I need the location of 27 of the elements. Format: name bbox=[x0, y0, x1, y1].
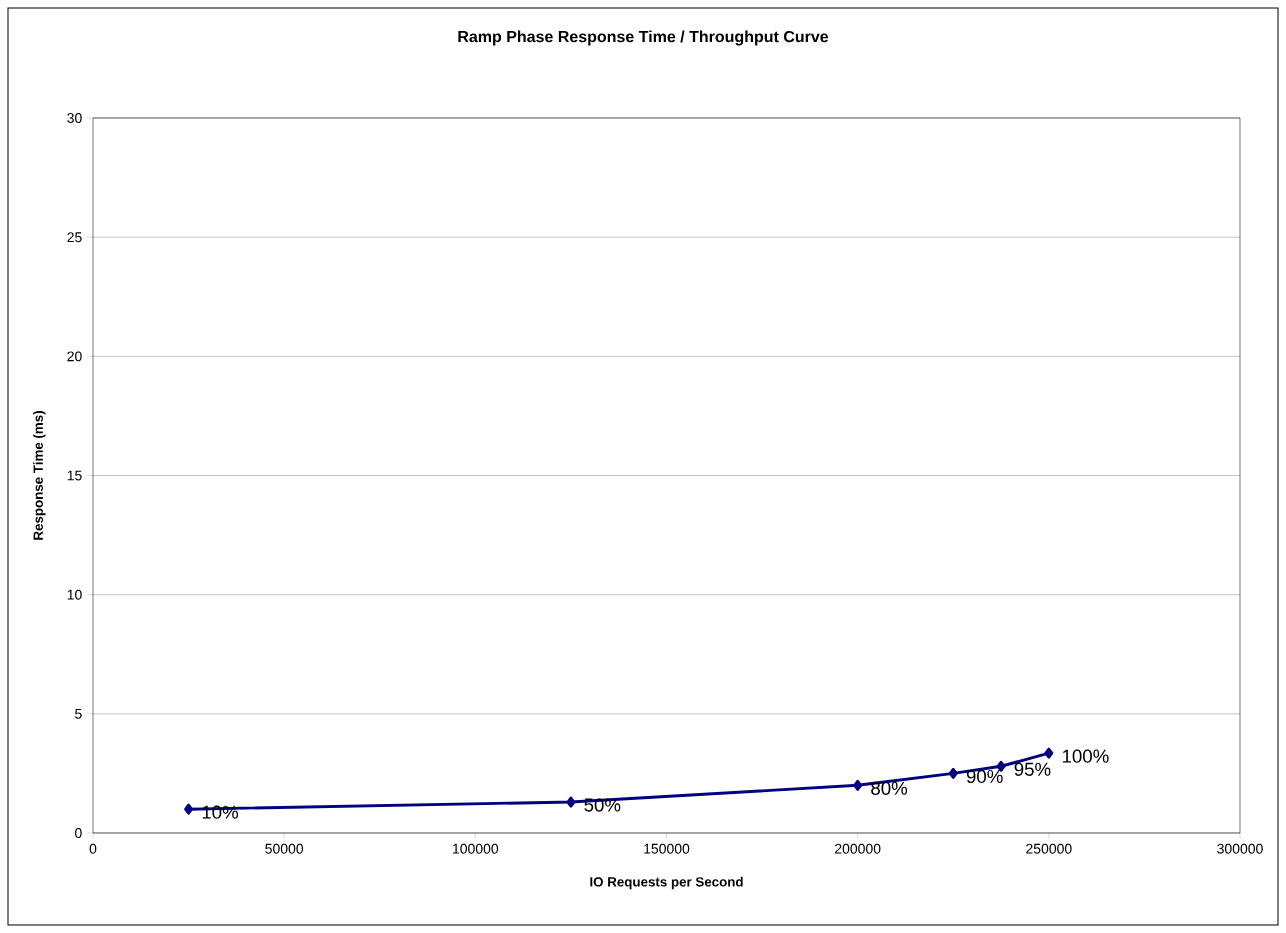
annotation: 100% bbox=[1062, 749, 1109, 763]
y-tick-label: 15 bbox=[67, 470, 82, 481]
y-tick-label: 0 bbox=[75, 828, 82, 838]
y-tick-label: 20 bbox=[67, 351, 82, 362]
point bbox=[1044, 747, 1054, 759]
annotation: 50% bbox=[584, 798, 621, 812]
y-axis-title: Response Time (ms) bbox=[33, 411, 46, 540]
point bbox=[853, 779, 863, 791]
chart-title: Ramp Phase Response Time / Throughput Curve bbox=[458, 30, 829, 46]
x-tick-label: 50000 bbox=[265, 843, 304, 854]
y-tick-label: 30 bbox=[67, 113, 82, 123]
x-tick-label: 150000 bbox=[644, 843, 690, 854]
x-tick-label: 250000 bbox=[1026, 843, 1072, 854]
annotation: 90% bbox=[966, 769, 1003, 784]
y-tick-label: 5 bbox=[75, 708, 82, 719]
annotation: 95% bbox=[1014, 762, 1051, 776]
point bbox=[566, 796, 576, 808]
annotation: 80% bbox=[871, 781, 908, 795]
x-tick-label: 200000 bbox=[835, 843, 881, 854]
y-tick-label: 10 bbox=[67, 589, 82, 600]
point bbox=[948, 767, 958, 779]
x-tick-label: 100000 bbox=[453, 843, 499, 854]
x-axis-title: IO Requests per Second bbox=[590, 876, 743, 890]
x-tick-label: 0 bbox=[89, 843, 97, 854]
point bbox=[184, 803, 194, 815]
x-tick-label: 300000 bbox=[1217, 843, 1263, 854]
y-tick-label: 25 bbox=[67, 232, 82, 243]
